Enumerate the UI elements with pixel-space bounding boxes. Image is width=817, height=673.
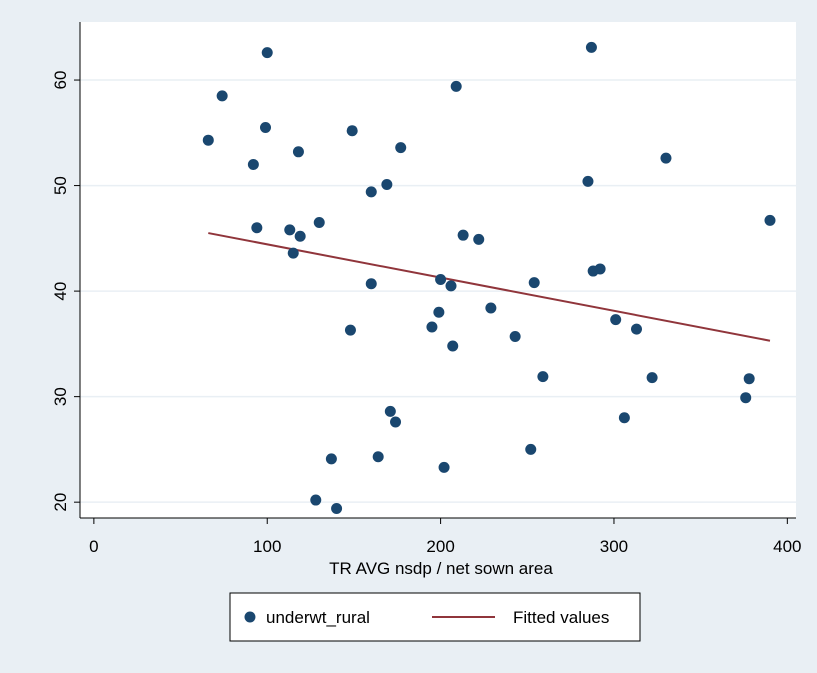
data-point-26: [438, 461, 450, 473]
legend-label-fitted-values: Fitted values: [513, 608, 609, 627]
data-point-33: [509, 330, 521, 342]
gridlines: [80, 79, 796, 503]
data-point-37: [582, 175, 594, 187]
data-point-30: [457, 229, 469, 241]
data-point-19: [381, 179, 393, 191]
x-tick-label-0: 0: [89, 537, 98, 556]
data-point-38: [585, 41, 597, 53]
data-point-1: [216, 90, 228, 102]
data-point-48: [764, 214, 776, 226]
legend-label-underwt-rural: underwt_rural: [266, 608, 370, 627]
data-point-7: [287, 247, 299, 259]
y-tick-label-20: 20: [51, 493, 70, 512]
data-point-29: [450, 80, 462, 92]
legend: underwt_rural Fitted values: [229, 592, 641, 642]
y-tick-label-60: 60: [51, 71, 70, 90]
data-point-27: [445, 280, 457, 292]
fitted-values-line: [208, 232, 771, 342]
legend-marker-underwt-rural: [244, 611, 256, 623]
data-point-9: [294, 230, 306, 242]
data-point-6: [284, 224, 296, 236]
data-point-32: [485, 302, 497, 314]
data-point-40: [594, 263, 606, 275]
x-tick-label-400: 400: [773, 537, 801, 556]
data-point-14: [344, 324, 356, 336]
data-point-13: [331, 503, 343, 515]
data-point-20: [384, 405, 396, 417]
x-axis-ticks: 0 100 200 300 400: [89, 518, 802, 556]
data-point-46: [740, 392, 752, 404]
data-point-15: [346, 125, 358, 137]
data-point-47: [743, 373, 755, 385]
data-point-42: [618, 412, 630, 424]
data-point-44: [646, 372, 658, 384]
x-tick-label-100: 100: [253, 537, 281, 556]
data-point-23: [426, 321, 438, 333]
scatter-points: [202, 41, 776, 515]
data-point-36: [537, 371, 549, 383]
data-point-10: [310, 494, 322, 506]
data-point-0: [202, 134, 214, 146]
fitted-values-line-group: [208, 232, 771, 342]
x-axis-label: TR AVG nsdp / net sown area: [329, 559, 553, 578]
data-point-4: [260, 122, 272, 134]
data-point-11: [313, 217, 325, 229]
data-point-5: [261, 47, 273, 59]
x-tick-label-200: 200: [426, 537, 454, 556]
data-point-45: [660, 152, 672, 164]
x-tick-label-300: 300: [600, 537, 628, 556]
data-point-25: [435, 273, 447, 285]
data-point-28: [447, 340, 459, 352]
data-point-31: [473, 233, 485, 245]
data-point-3: [251, 222, 263, 234]
data-point-12: [325, 453, 337, 465]
data-point-21: [390, 416, 402, 428]
data-point-18: [372, 451, 384, 463]
y-tick-label-30: 30: [51, 387, 70, 406]
y-tick-label-50: 50: [51, 176, 70, 195]
data-point-34: [525, 443, 537, 455]
data-point-24: [433, 306, 445, 318]
y-axis-ticks: 20 30 40 50 60: [51, 71, 80, 512]
data-point-2: [247, 158, 259, 170]
data-point-41: [610, 314, 622, 326]
data-point-17: [365, 186, 377, 198]
y-tick-label-40: 40: [51, 282, 70, 301]
data-point-43: [631, 323, 643, 335]
data-point-16: [365, 278, 377, 290]
data-point-35: [528, 277, 540, 289]
plot-area: [80, 22, 796, 518]
data-point-22: [395, 142, 407, 154]
data-point-8: [292, 146, 304, 158]
